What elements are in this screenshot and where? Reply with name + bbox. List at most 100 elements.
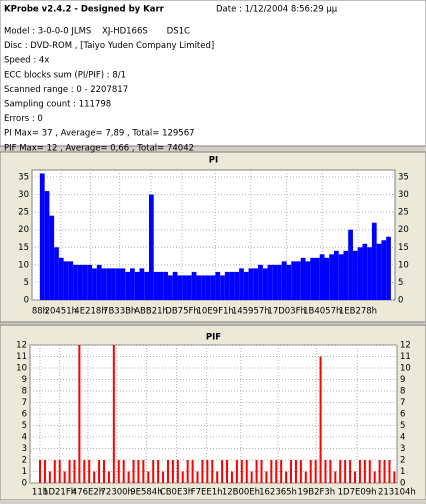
pi-bar	[319, 254, 325, 300]
pi-bar	[148, 194, 154, 300]
pif-bar	[383, 460, 386, 483]
pif-bar	[132, 460, 135, 483]
pi-bar	[73, 264, 78, 300]
pif-bar	[206, 460, 209, 483]
pif-bar	[88, 460, 91, 483]
pif-bar	[240, 460, 243, 483]
y2-tick-label: 7	[400, 398, 405, 408]
x-tick-label: 4E218h	[74, 307, 106, 317]
pif-bar	[78, 345, 81, 483]
y-tick-label: 0	[24, 296, 29, 306]
y-tick-label: 15	[18, 243, 29, 253]
pi-bar	[310, 257, 316, 300]
pi-bar	[68, 261, 74, 300]
pif-bar	[294, 460, 297, 483]
y2-tick-label: 11	[400, 352, 411, 362]
pif-bar	[83, 460, 86, 483]
pif-bar	[388, 460, 391, 483]
x-tick-label: 10E9F1h	[197, 307, 234, 317]
pif-bar	[373, 471, 376, 483]
pif-bar	[270, 460, 273, 483]
pif-bar	[260, 460, 263, 483]
pif-bar	[166, 460, 169, 483]
pi-bar	[352, 250, 358, 300]
pif-bar	[63, 471, 66, 483]
pif-bar	[58, 460, 61, 483]
x-tick-label: 88h	[32, 307, 48, 317]
y2-tick-label: 1	[400, 467, 405, 477]
pif-bar	[191, 460, 194, 483]
y-tick-label: 10	[16, 364, 27, 374]
pi-bar	[167, 275, 173, 300]
pi-bar	[272, 264, 278, 300]
pi-bar	[182, 275, 187, 300]
y2-tick-label: 10	[400, 364, 411, 374]
x-tick-label: 162365h	[259, 488, 297, 498]
y-tick-label: 5	[24, 278, 29, 288]
y2-tick-label: 8	[400, 387, 405, 397]
pif-bar	[137, 460, 140, 483]
pi-bar	[343, 250, 349, 300]
x-tick-label: 145957h	[232, 307, 270, 317]
pi-bar	[96, 264, 102, 300]
scan-date: Date : 1/12/2004 8:56:29 μμ	[216, 5, 338, 15]
pif-bar	[368, 460, 371, 483]
x-tick-label: 1D21Fh	[43, 488, 76, 498]
pi-bar	[362, 243, 368, 300]
x-tick-label: 17D03Fh	[267, 307, 305, 317]
pi-bar	[134, 271, 140, 300]
x-tick-label: 19B2F3h	[297, 488, 335, 498]
x-tick-label: 9E584h	[130, 488, 162, 498]
pif-bar	[201, 460, 204, 483]
y-tick-label: 4	[22, 433, 27, 443]
y-tick-label: 10	[18, 260, 29, 270]
y-tick-label: 8	[22, 387, 27, 397]
x-tick-label: ABB21h	[134, 307, 168, 317]
y-tick-label: 30	[18, 190, 29, 200]
x-tick-label: 1EB278h	[339, 307, 377, 317]
pi-bar	[234, 271, 240, 300]
pi-bar	[186, 275, 192, 300]
pi-bar	[39, 173, 45, 300]
pif-bar	[171, 460, 174, 483]
pi-bar	[196, 275, 202, 300]
pif-bar	[216, 471, 219, 483]
y2-tick-label: 3	[400, 444, 405, 454]
chart-title: PIF	[206, 333, 221, 343]
pif-bar	[196, 471, 199, 483]
pif-bar	[181, 471, 184, 483]
pi-bar	[106, 268, 112, 300]
info-line: PIF Max= 12 , Average= 0,66 , Total= 740…	[4, 143, 194, 153]
y-tick-label: 0	[22, 479, 27, 489]
app-title: KProbe v2.4.2 - Designed by Karr	[4, 5, 165, 15]
info-line: PI Max= 37 , Average= 7,89 , Total= 1295…	[4, 129, 195, 139]
pif-bar	[162, 471, 165, 483]
pif-bar	[255, 460, 258, 483]
pif-bar	[304, 471, 307, 483]
pif-bar	[68, 460, 71, 483]
pif-bar	[157, 460, 160, 483]
x-tick-label: 1B4057h	[303, 307, 341, 317]
info-line: Model : 3-0-0-0 JLMS XJ-HD166S DS1C	[4, 27, 190, 37]
y2-tick-label: 12	[400, 341, 411, 351]
pi-bar	[130, 268, 135, 300]
pi-bar	[87, 264, 93, 300]
pif-bar	[93, 471, 96, 483]
pif-bar	[230, 471, 233, 483]
pi-bar	[139, 268, 145, 300]
pi-bar	[258, 264, 263, 300]
pif-bar	[235, 460, 238, 483]
y-tick-label: 3	[22, 444, 27, 454]
pif-bar	[53, 460, 56, 483]
pif-bar	[314, 460, 317, 483]
pif-bar	[344, 460, 347, 483]
y2-tick-label: 5	[398, 278, 403, 288]
pi-bar	[371, 222, 377, 300]
y2-tick-label: 0	[398, 296, 403, 306]
pif-bar	[112, 345, 115, 483]
pif-bar	[349, 460, 352, 483]
pif-bar	[363, 460, 366, 483]
pif-bar	[309, 460, 312, 483]
pif-bar	[280, 460, 283, 483]
